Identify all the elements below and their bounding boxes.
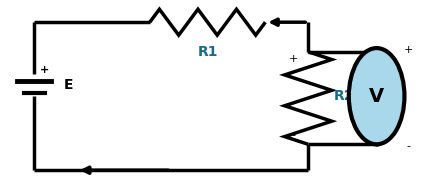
- Text: -: -: [291, 130, 295, 140]
- Text: R1: R1: [197, 45, 218, 59]
- Text: +: +: [288, 54, 298, 64]
- Text: R2: R2: [334, 89, 354, 103]
- Text: E: E: [64, 78, 74, 92]
- Text: +: +: [404, 45, 413, 55]
- Ellipse shape: [349, 48, 404, 144]
- Text: -: -: [407, 141, 411, 151]
- Text: +: +: [40, 65, 50, 75]
- Text: V: V: [369, 87, 384, 106]
